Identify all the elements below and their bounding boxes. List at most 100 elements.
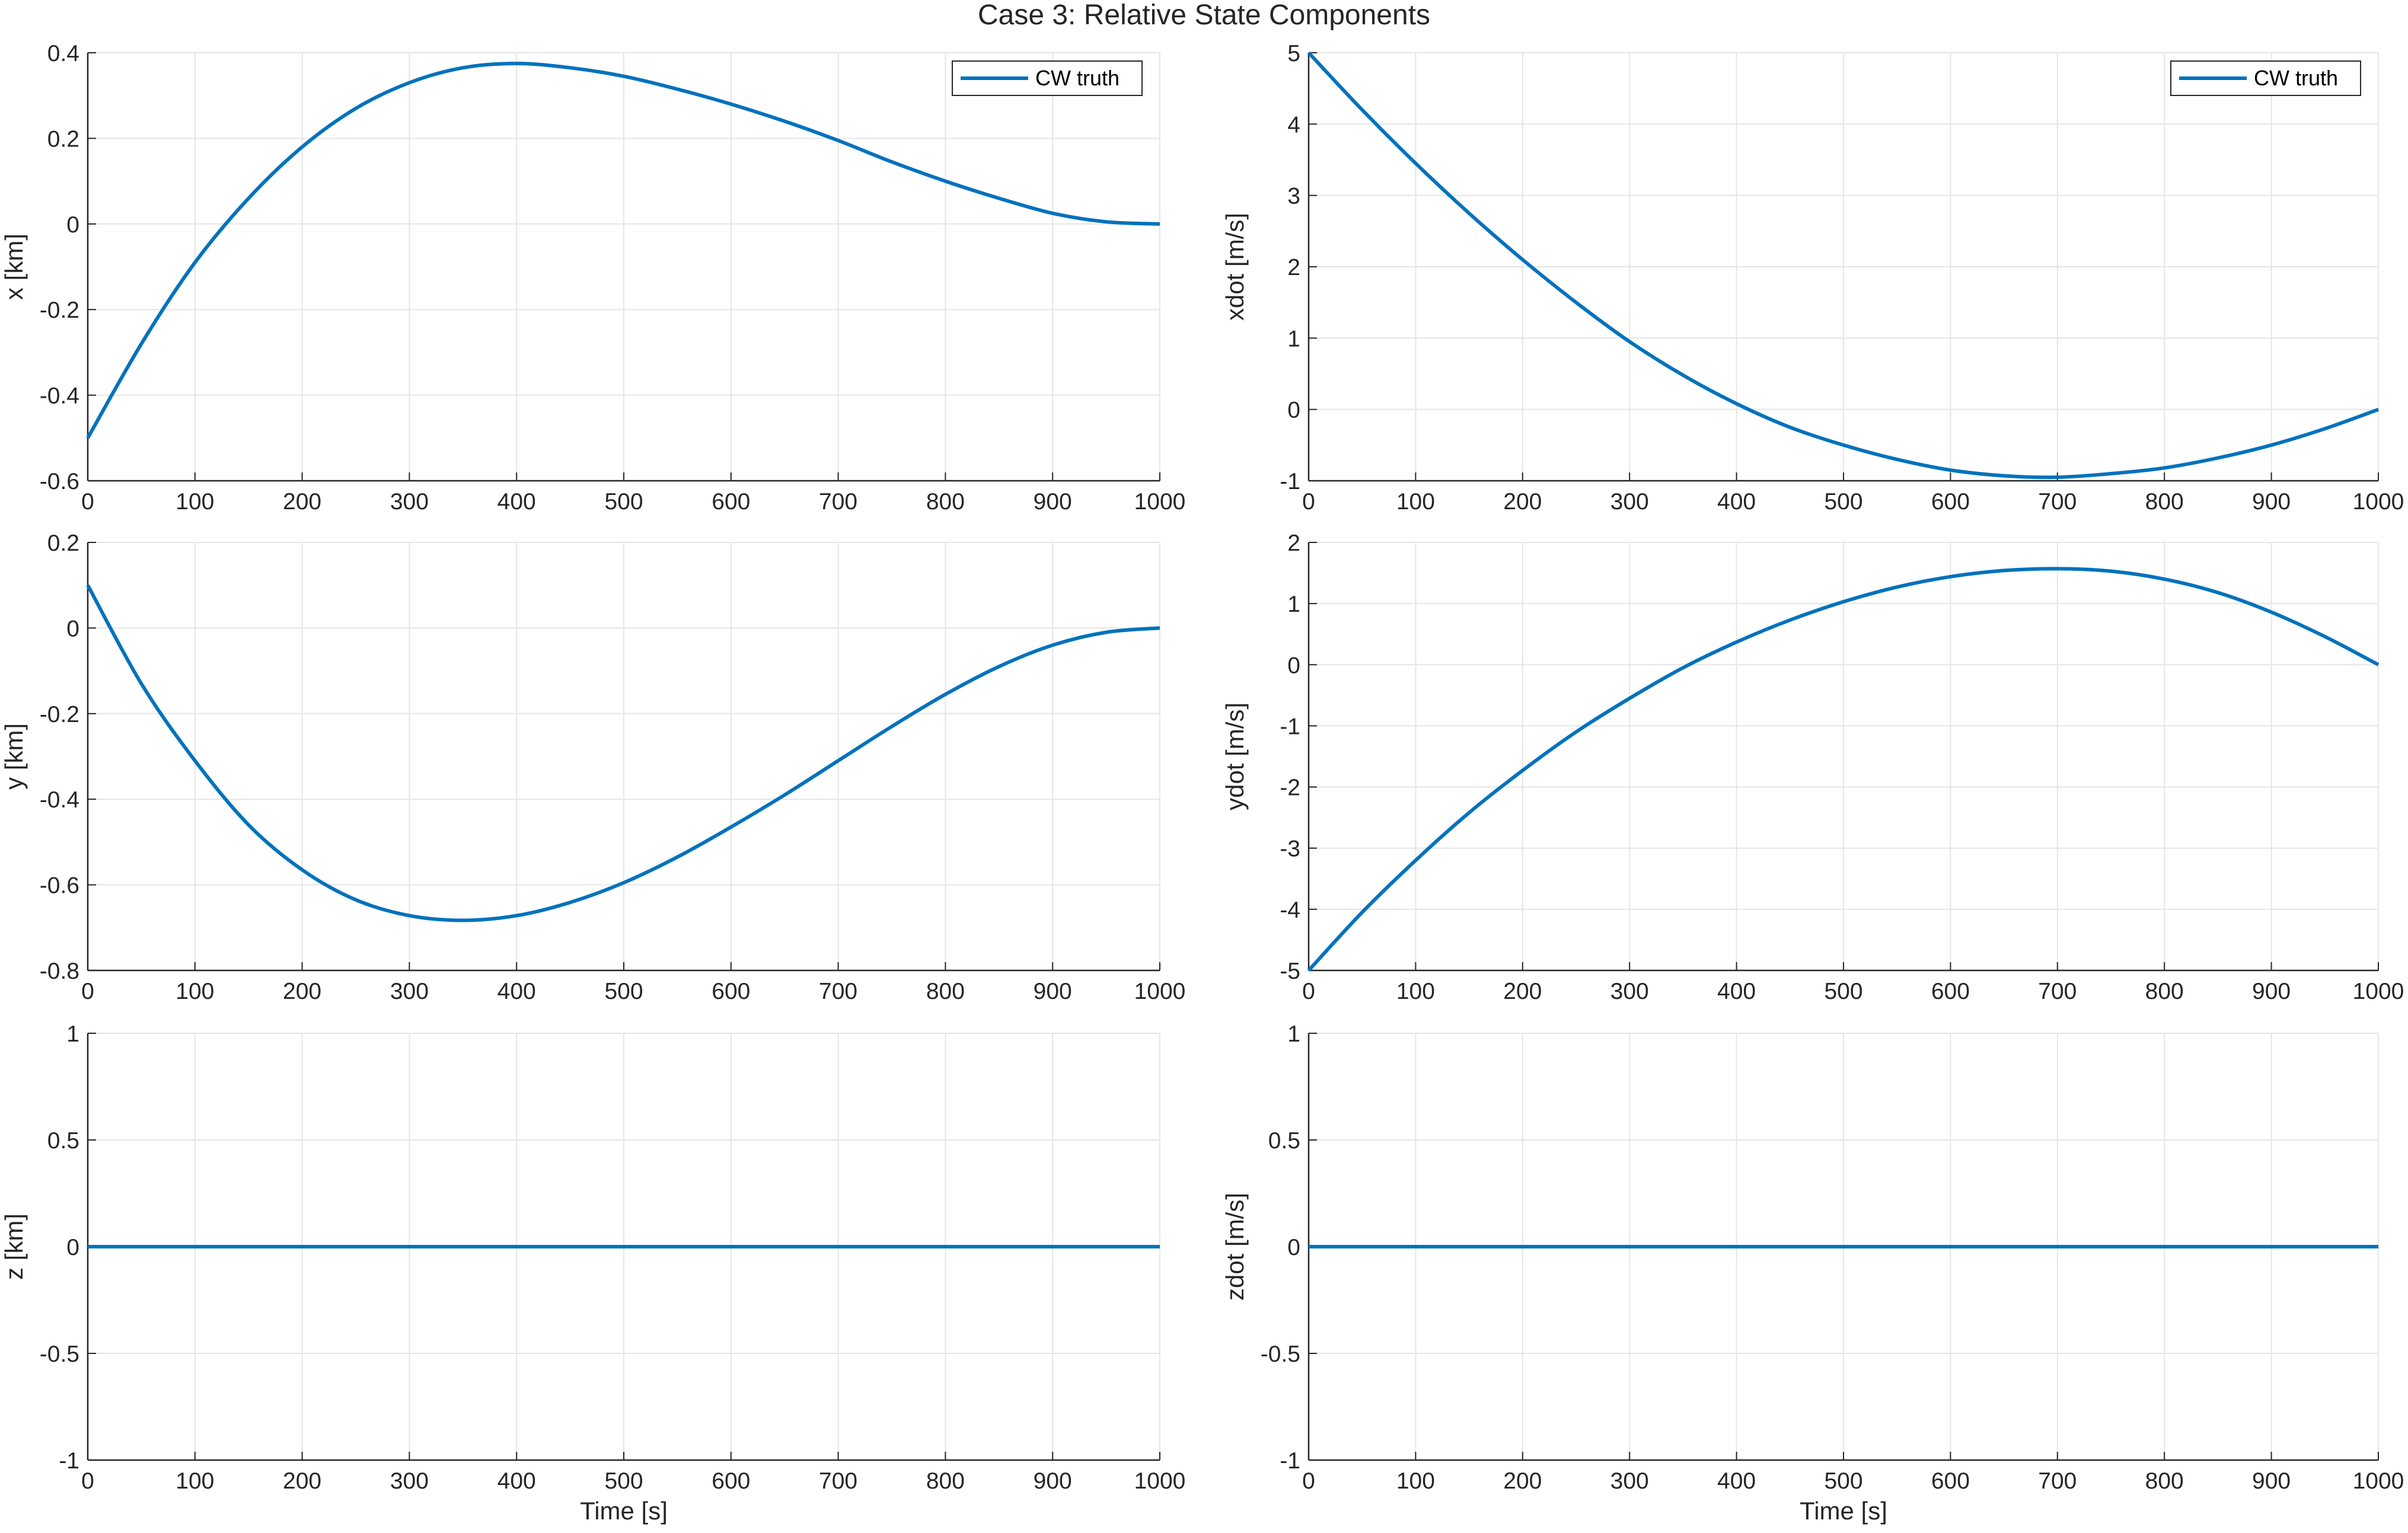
x-tick-label: 100 xyxy=(176,489,214,515)
x-tick-label: 500 xyxy=(604,1468,643,1494)
y-tick-label: 0 xyxy=(66,212,79,238)
x-tick-label: 300 xyxy=(390,489,429,515)
y-tick-label: 1 xyxy=(1287,326,1300,352)
y-tick-label: -0.2 xyxy=(40,298,79,323)
y-tick-label: -0.5 xyxy=(40,1342,79,1367)
x-tick-label: 500 xyxy=(604,979,643,1004)
x-tick-label: 400 xyxy=(1717,489,1756,515)
x-tick-label: 500 xyxy=(1824,1468,1862,1494)
y-tick-label: 0.2 xyxy=(47,126,79,152)
x-tick-label: 100 xyxy=(1396,489,1435,515)
legend-label: CW truth xyxy=(2254,66,2338,90)
x-tick-label: 500 xyxy=(1824,979,1862,1004)
y-tick-label: 0.5 xyxy=(47,1128,79,1154)
y-tick-label: -3 xyxy=(1280,836,1300,862)
x-tick-label: 600 xyxy=(1931,979,1970,1004)
x-tick-label: 700 xyxy=(2038,979,2077,1004)
y-tick-label: -0.6 xyxy=(40,469,79,494)
x-tick-label: 1000 xyxy=(2353,489,2404,515)
x-tick-label: 0 xyxy=(1302,489,1315,515)
subplot-3: 0 100 200 300 400 500 600 700 800 900 1000 -0.8 -0.6… xyxy=(0,531,1185,1004)
subplot-4: 0 100 200 300 400 500 600 700 800 900 1000 -5 -4 -3 -2… xyxy=(1221,531,2404,1004)
x-tick-label: 300 xyxy=(1610,1468,1649,1494)
y-tick-label: 1 xyxy=(1287,1021,1300,1047)
legend-label: CW truth xyxy=(1035,66,1120,90)
y-tick-label: -0.2 xyxy=(40,702,79,727)
x-tick-label: 400 xyxy=(497,979,536,1004)
x-tick-label: 900 xyxy=(1034,1468,1072,1494)
y-tick-label: -4 xyxy=(1280,898,1300,923)
x-tick-label: 0 xyxy=(1302,1468,1315,1494)
subplot-2: 0 100 200 300 400 500 600 700 800 900 1000-1012345… xyxy=(1221,41,2404,515)
x-tick-label: 0 xyxy=(1302,979,1315,1004)
x-tick-label: 1000 xyxy=(1134,1468,1186,1494)
y-tick-label: -0.5 xyxy=(1261,1342,1300,1367)
x-tick-label: 0 xyxy=(81,979,94,1004)
x-tick-label: 900 xyxy=(1034,979,1072,1004)
x-tick-label: 800 xyxy=(2145,979,2184,1004)
y-tick-label: -1 xyxy=(59,1448,79,1474)
y-tick-label: -0.6 xyxy=(40,873,79,899)
x-tick-label: 700 xyxy=(2038,489,2077,515)
y-axis-label: x [km] xyxy=(0,234,28,300)
legend: CW truth xyxy=(952,60,1143,96)
x-tick-label: 200 xyxy=(283,1468,321,1494)
y-tick-label: -5 xyxy=(1280,959,1300,984)
y-tick-label: 0.4 xyxy=(47,41,79,66)
y-tick-label: 5 xyxy=(1287,41,1300,66)
x-tick-label: 200 xyxy=(1503,489,1542,515)
x-tick-label: 100 xyxy=(176,979,214,1004)
x-tick-label: 400 xyxy=(497,489,536,515)
y-tick-label: 0.2 xyxy=(47,531,79,556)
x-tick-label: 700 xyxy=(2038,1468,2077,1494)
y-tick-label: -0.4 xyxy=(40,384,79,409)
y-axis-label: ydot [m/s] xyxy=(1221,702,1249,810)
x-tick-label: 900 xyxy=(2252,1468,2291,1494)
y-tick-label: 0 xyxy=(1287,653,1300,678)
x-tick-label: 300 xyxy=(390,979,429,1004)
x-tick-label: 900 xyxy=(1034,489,1072,515)
legend: CW truth xyxy=(2170,60,2361,96)
x-tick-label: 300 xyxy=(1610,979,1649,1004)
y-tick-label: 0 xyxy=(66,1235,79,1260)
x-tick-label: 800 xyxy=(2145,1468,2184,1494)
x-tick-label: 400 xyxy=(1717,979,1756,1004)
y-tick-label: 2 xyxy=(1287,531,1300,556)
series-line-cw-truth xyxy=(86,584,1160,922)
x-tick-label: 200 xyxy=(1503,979,1542,1004)
x-tick-label: 800 xyxy=(926,979,965,1004)
y-axis-label: y [km] xyxy=(0,723,28,790)
y-tick-label: 0 xyxy=(66,616,79,641)
x-tick-label: 100 xyxy=(176,1468,214,1494)
x-tick-label: 900 xyxy=(2252,979,2291,1004)
x-tick-label: 700 xyxy=(819,979,857,1004)
x-tick-label: 200 xyxy=(1503,1468,1542,1494)
x-tick-label: 500 xyxy=(1824,489,1862,515)
y-axis-label: z [km] xyxy=(0,1213,28,1280)
x-axis-label: Time [s] xyxy=(1800,1497,1887,1525)
x-tick-label: 200 xyxy=(283,489,321,515)
y-tick-label: 0 xyxy=(1287,398,1300,423)
series-line-cw-truth xyxy=(86,62,1160,439)
x-tick-label: 900 xyxy=(2252,489,2291,515)
y-tick-label: 2 xyxy=(1287,255,1300,280)
x-tick-label: 100 xyxy=(1396,1468,1435,1494)
y-tick-label: 0.5 xyxy=(1268,1128,1300,1154)
figure-title: Case 3: Relative State Components xyxy=(977,0,1431,31)
y-tick-label: -1 xyxy=(1280,714,1300,739)
y-tick-label: -1 xyxy=(1280,469,1300,494)
x-tick-label: 300 xyxy=(1610,489,1649,515)
x-tick-label: 600 xyxy=(712,1468,750,1494)
y-tick-label: 4 xyxy=(1287,112,1300,138)
x-axis-label: Time [s] xyxy=(580,1497,668,1525)
y-tick-label: -0.4 xyxy=(40,787,79,813)
x-tick-label: 400 xyxy=(1717,1468,1756,1494)
x-tick-label: 400 xyxy=(497,1468,536,1494)
x-tick-label: 600 xyxy=(1931,489,1970,515)
y-tick-label: 0 xyxy=(1287,1235,1300,1260)
x-tick-label: 600 xyxy=(712,979,750,1004)
x-tick-label: 600 xyxy=(712,489,750,515)
y-tick-label: -2 xyxy=(1280,775,1300,801)
subplot-1: 0 100 200 300 400 500 600 700 800 900 1000 -0.6 -0.4… xyxy=(0,41,1185,515)
